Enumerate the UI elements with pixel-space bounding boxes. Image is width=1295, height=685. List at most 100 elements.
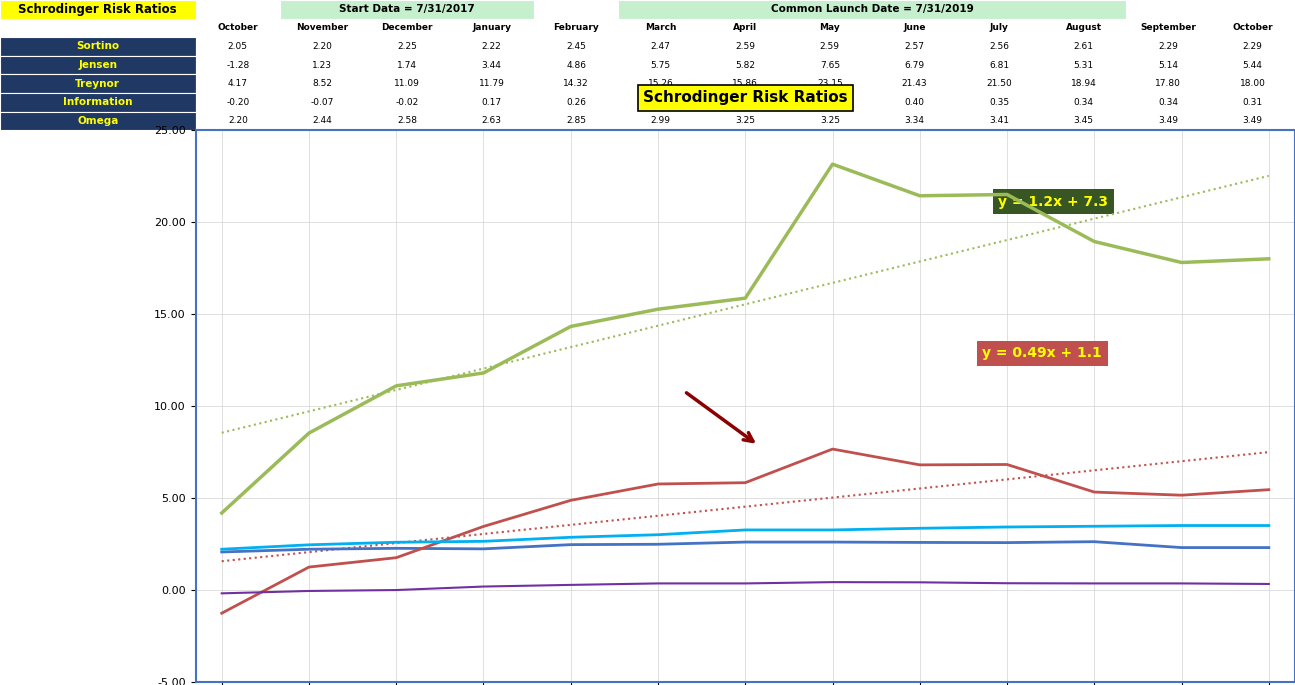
Text: 2.29: 2.29	[1243, 42, 1263, 51]
Text: 11.09: 11.09	[394, 79, 420, 88]
Bar	[1211, 93, 1295, 112]
Bar	[1125, 18, 1211, 37]
Text: Schrodinger Risk Ratios: Schrodinger Risk Ratios	[18, 3, 177, 16]
Bar	[703, 93, 787, 112]
Text: 0.34: 0.34	[1074, 98, 1093, 107]
Text: 0.41: 0.41	[820, 98, 840, 107]
Bar	[196, 112, 280, 130]
Bar	[0, 0, 196, 18]
Text: November: November	[297, 23, 348, 32]
Bar	[787, 112, 872, 130]
Bar	[280, 0, 534, 18]
Text: y = 0.49x + 1.1: y = 0.49x + 1.1	[982, 347, 1102, 360]
Bar	[449, 93, 534, 112]
Text: Jensen: Jensen	[78, 60, 118, 70]
Text: 0.26: 0.26	[566, 98, 587, 107]
Bar	[957, 55, 1041, 75]
Bar	[787, 37, 872, 55]
Bar	[957, 75, 1041, 93]
Text: 0.34: 0.34	[1158, 98, 1178, 107]
Bar	[1125, 75, 1211, 93]
Bar	[196, 93, 280, 112]
Bar	[365, 112, 449, 130]
Bar	[534, 93, 619, 112]
Text: 8.52: 8.52	[312, 79, 333, 88]
Bar	[1125, 37, 1211, 55]
Bar	[787, 55, 872, 75]
Text: February: February	[553, 23, 600, 32]
Text: 3.45: 3.45	[1074, 116, 1093, 125]
Bar	[703, 37, 787, 55]
Text: 18.00: 18.00	[1239, 79, 1265, 88]
Text: 3.49: 3.49	[1158, 116, 1178, 125]
Bar	[1211, 75, 1295, 93]
Bar	[1211, 55, 1295, 75]
Text: 2.44: 2.44	[312, 116, 333, 125]
Text: 0.17: 0.17	[482, 98, 501, 107]
Text: 2.85: 2.85	[566, 116, 587, 125]
Bar	[280, 112, 365, 130]
Bar	[619, 75, 703, 93]
Bar	[619, 0, 1125, 18]
Bar	[365, 75, 449, 93]
Bar	[872, 112, 957, 130]
Text: 0.31: 0.31	[1243, 98, 1263, 107]
Text: 1.23: 1.23	[312, 60, 333, 70]
Bar	[1041, 37, 1125, 55]
Text: 6.79: 6.79	[904, 60, 925, 70]
Bar	[449, 112, 534, 130]
Bar	[0, 93, 196, 112]
Text: -0.20: -0.20	[227, 98, 250, 107]
Text: 11.79: 11.79	[479, 79, 505, 88]
Text: 2.99: 2.99	[650, 116, 671, 125]
Bar	[957, 18, 1041, 37]
Text: 2.45: 2.45	[566, 42, 587, 51]
Text: Omega: Omega	[78, 116, 118, 126]
Text: Sortino: Sortino	[76, 42, 119, 51]
Text: 5.31: 5.31	[1074, 60, 1094, 70]
Bar	[280, 37, 365, 55]
Text: 5.44: 5.44	[1243, 60, 1263, 70]
Bar	[619, 18, 703, 37]
Bar	[1041, 18, 1125, 37]
Bar	[872, 93, 957, 112]
Bar	[1211, 112, 1295, 130]
Bar	[196, 75, 280, 93]
Bar	[280, 75, 365, 93]
Bar	[365, 55, 449, 75]
Text: 14.32: 14.32	[563, 79, 589, 88]
Text: Schrodinger Risk Ratios: Schrodinger Risk Ratios	[642, 90, 848, 105]
Bar	[534, 18, 619, 37]
Text: 2.22: 2.22	[482, 42, 501, 51]
Text: 2.20: 2.20	[312, 42, 333, 51]
Text: June: June	[903, 23, 926, 32]
Text: 2.57: 2.57	[904, 42, 925, 51]
Bar	[365, 37, 449, 55]
Bar	[0, 37, 196, 55]
Bar	[957, 93, 1041, 112]
Text: Start Data = 7/31/2017: Start Data = 7/31/2017	[339, 4, 475, 14]
Text: March: March	[645, 23, 676, 32]
Bar	[196, 55, 280, 75]
Bar	[703, 112, 787, 130]
Bar	[872, 18, 957, 37]
Bar	[619, 112, 703, 130]
Bar	[280, 55, 365, 75]
Bar	[449, 37, 534, 55]
Bar	[196, 0, 280, 18]
Bar	[872, 37, 957, 55]
Bar	[957, 112, 1041, 130]
Text: 0.40: 0.40	[904, 98, 925, 107]
Text: September: September	[1140, 23, 1197, 32]
Text: 15.26: 15.26	[648, 79, 673, 88]
Text: 2.05: 2.05	[228, 42, 247, 51]
Bar	[365, 93, 449, 112]
Bar	[872, 55, 957, 75]
Text: 4.86: 4.86	[566, 60, 587, 70]
Text: Common Launch Date = 7/31/2019: Common Launch Date = 7/31/2019	[771, 4, 974, 14]
Bar	[787, 75, 872, 93]
Bar	[703, 55, 787, 75]
Text: 23.15: 23.15	[817, 79, 843, 88]
Text: 2.63: 2.63	[482, 116, 501, 125]
Bar	[0, 55, 196, 75]
